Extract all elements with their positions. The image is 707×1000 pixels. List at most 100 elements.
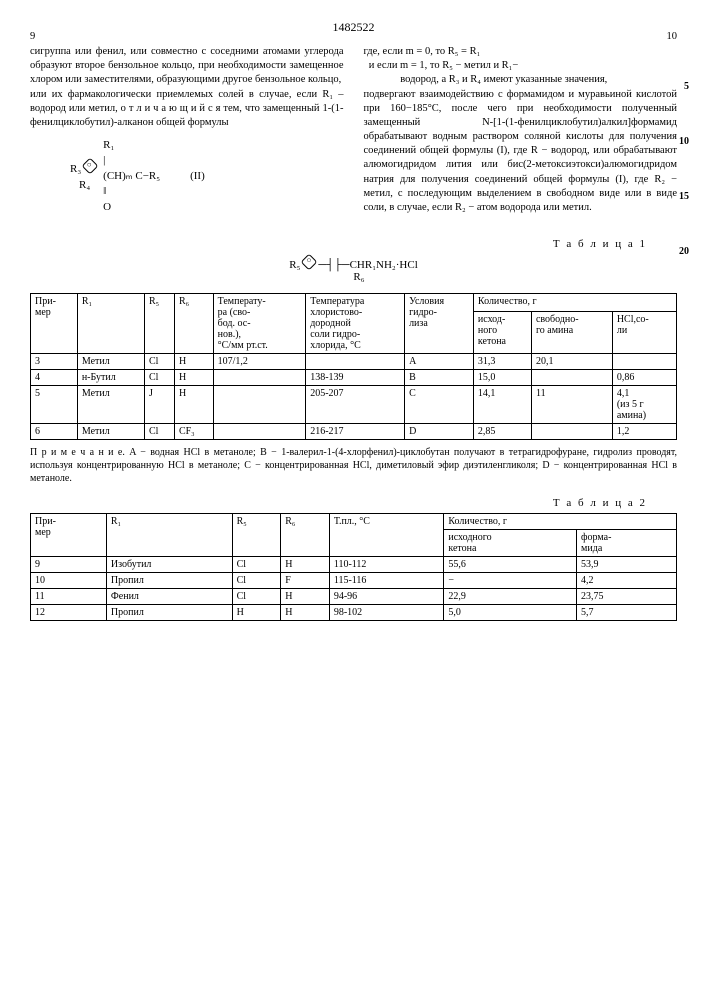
table-cell	[612, 353, 676, 369]
table-cell: 23,75	[577, 588, 677, 604]
table-cell: 55,6	[444, 556, 577, 572]
chemical-formula-ii: R₃ R₄ R₁ | (CH)ₘ C−R₅ ‖ O (II)	[70, 138, 344, 215]
table-row: 5МетилJH 205-207C14,1114,1 (из 5 г амина)	[31, 385, 677, 423]
t2-h-qty: Количество, г	[444, 513, 677, 529]
t1-sh-2: HCl,со- ли	[612, 311, 676, 353]
t1-h-temp2: Температура хлористово- дородной соли ги…	[306, 293, 405, 353]
right-column: 10 5 10 15 20 где, если m = 0, то R₅ = R…	[364, 45, 678, 223]
formula-right-part: R₁ | (CH)ₘ C−R₅ ‖ O	[103, 138, 160, 215]
table-cell: 107/1,2	[213, 353, 306, 369]
table-row: 4н-БутилClH138-139B15,00,86	[31, 369, 677, 385]
line-ref-10: 10	[679, 135, 689, 149]
table-cell: 6	[31, 423, 78, 439]
table2-title: Т а б л и ц а 2	[30, 497, 647, 509]
table-cell: Пропил	[106, 572, 232, 588]
table1-title: Т а б л и ц а 1	[30, 238, 647, 250]
t2-sh-0: исходного кетона	[444, 529, 577, 556]
table-cell: 53,9	[577, 556, 677, 572]
table-cell: 1,2	[612, 423, 676, 439]
t1-sh-1: свободно- го амина	[531, 311, 612, 353]
table-cell: C	[405, 385, 474, 423]
t2-body: 9ИзобутилClH110-11255,653,910ПропилClF11…	[31, 556, 677, 620]
t1-h-primer: При- мер	[31, 293, 78, 353]
table-cell: 115-116	[329, 572, 444, 588]
t2-h-r6: R₆	[281, 513, 330, 556]
t2-sh-1: форма- мида	[577, 529, 677, 556]
patent-number: 1482522	[30, 20, 677, 35]
table-1: При- мер R₁ R₅ R₆ Температу- ра (сво- бо…	[30, 293, 677, 440]
table-cell: Cl	[232, 556, 281, 572]
table-cell: 216-217	[306, 423, 405, 439]
table-cell: 5	[31, 385, 78, 423]
table-cell: 11	[531, 385, 612, 423]
line-ref-5: 5	[684, 80, 689, 94]
table-cell: 4	[31, 369, 78, 385]
t1-h-r5: R₅	[144, 293, 174, 353]
table-cell: 20,1	[531, 353, 612, 369]
table-cell: Cl	[144, 369, 174, 385]
table-cell	[531, 369, 612, 385]
table-cell: D	[405, 423, 474, 439]
table-cell: 12	[31, 604, 107, 620]
line-ref-15: 15	[679, 190, 689, 204]
benzene-ring-icon	[301, 253, 318, 270]
table-cell: 14,1	[473, 385, 531, 423]
table-cell: H	[174, 369, 213, 385]
table-cell	[213, 423, 306, 439]
table-cell: H	[174, 385, 213, 423]
table-cell: CF₃	[174, 423, 213, 439]
table-cell: 9	[31, 556, 107, 572]
table-cell: 110-112	[329, 556, 444, 572]
page-right-num: 10	[667, 30, 678, 44]
left-column: 9 сигруппа или фенил, или совместно с со…	[30, 45, 344, 223]
table-row: 3МетилClH107/1,2A31,320,1	[31, 353, 677, 369]
table-cell: 138-139	[306, 369, 405, 385]
table-cell: 205-207	[306, 385, 405, 423]
table-cell: 4,1 (из 5 г амина)	[612, 385, 676, 423]
table-cell: Метил	[77, 353, 144, 369]
t1-body: 3МетилClH107/1,2A31,320,14н-БутилClH138-…	[31, 353, 677, 439]
formula-label: (II)	[190, 169, 205, 184]
table1-note: П р и м е ч а н и е. A − водная HCl в ме…	[30, 446, 677, 485]
t1-h-cond: Условия гидро- лиза	[405, 293, 474, 353]
table-cell: 4,2	[577, 572, 677, 588]
table-2: При- мер R₁ R₅ R₆ Т.пл., °С Количество, …	[30, 513, 677, 621]
right-text: где, если m = 0, то R₅ = R₁ и если m = 1…	[364, 46, 680, 213]
left-text: сигруппа или фенил, или совместно с сосе…	[30, 46, 346, 128]
t1-h-qty: Количество, г	[473, 293, 676, 311]
t2-h-r5: R₅	[232, 513, 281, 556]
table-cell: −	[444, 572, 577, 588]
table-row: 6МетилClCF₃216-217D2,851,2	[31, 423, 677, 439]
table-cell: н-Бутил	[77, 369, 144, 385]
table-cell: Фенил	[106, 588, 232, 604]
table-cell: Метил	[77, 385, 144, 423]
table-cell: H	[281, 556, 330, 572]
t2-h-r1: R₁	[106, 513, 232, 556]
table-cell: H	[281, 588, 330, 604]
table-cell: F	[281, 572, 330, 588]
t2-h-primer: При- мер	[31, 513, 107, 556]
table-cell: 15,0	[473, 369, 531, 385]
line-ref-20: 20	[679, 245, 689, 259]
table-row: 12ПропилHH98-1025,05,7	[31, 604, 677, 620]
table-cell: 94-96	[329, 588, 444, 604]
table-cell	[531, 423, 612, 439]
table-cell: 5,0	[444, 604, 577, 620]
two-column-body: 9 сигруппа или фенил, или совместно с со…	[30, 45, 677, 223]
table-cell: 3	[31, 353, 78, 369]
table-cell: H	[281, 604, 330, 620]
t1-h-temp: Температу- ра (сво- бод. ос- нов.), °С/м…	[213, 293, 306, 353]
table-cell: 10	[31, 572, 107, 588]
table-cell: J	[144, 385, 174, 423]
table-cell: 31,3	[473, 353, 531, 369]
table1-formula: R₅─┤├─CHR₁NH₂·HCl R₆	[30, 256, 677, 283]
table-cell: 22,9	[444, 588, 577, 604]
page-left-num: 9	[30, 30, 35, 44]
t1-h-r1: R₁	[77, 293, 144, 353]
table-cell: Изобутил	[106, 556, 232, 572]
table-cell	[213, 385, 306, 423]
t1-sh-0: исход- ного кетона	[473, 311, 531, 353]
table-cell: 98-102	[329, 604, 444, 620]
table-cell: 5,7	[577, 604, 677, 620]
table-cell	[213, 369, 306, 385]
